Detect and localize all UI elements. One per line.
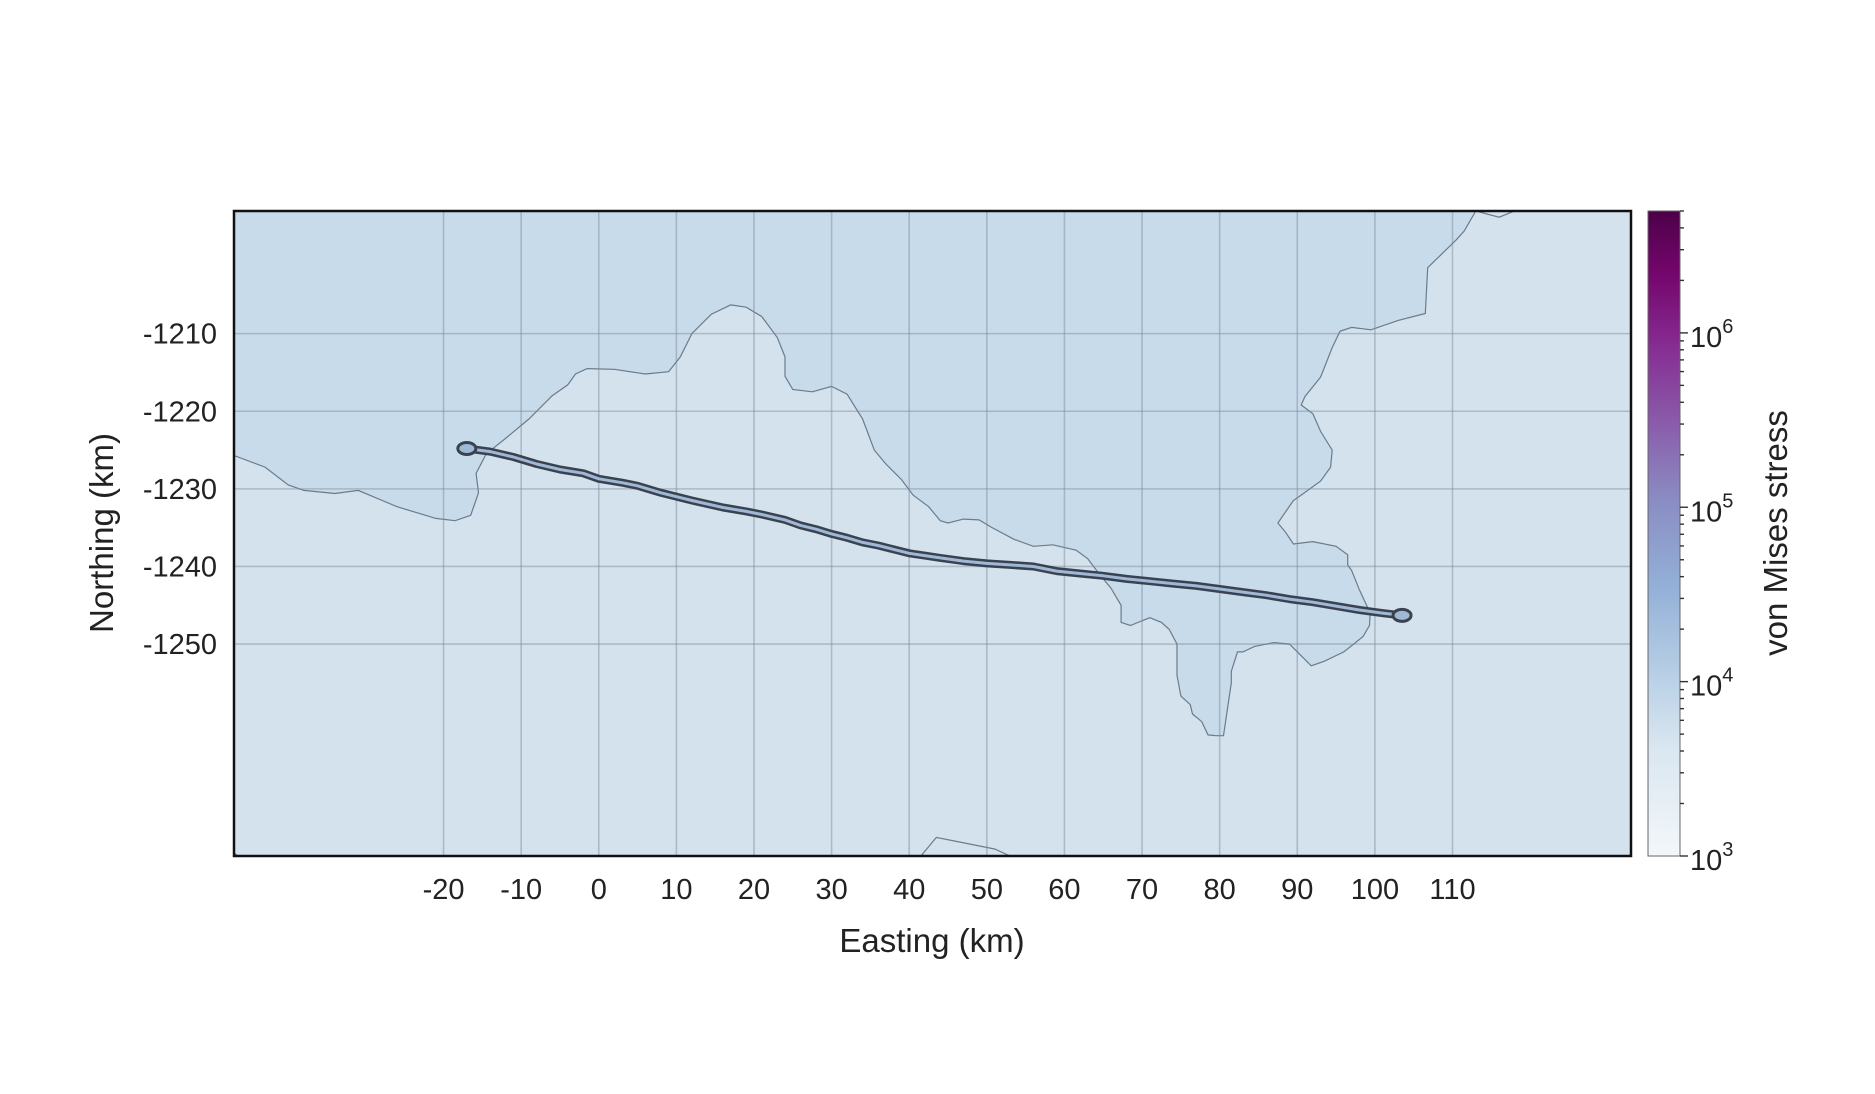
colorbar-tick-label: 104 <box>1690 665 1733 703</box>
x-tick-label: 20 <box>738 874 770 906</box>
x-tick-label: 80 <box>1204 874 1236 906</box>
x-axis-label: Easting (km) <box>839 922 1024 959</box>
x-tick-label: 60 <box>1048 874 1080 906</box>
x-tick-label: 90 <box>1281 874 1313 906</box>
x-tick-label: -20 <box>423 874 465 906</box>
shaded-ice-region <box>234 211 1476 736</box>
x-tick-label: 10 <box>660 874 692 906</box>
colorbar-label: von Mises stress <box>1757 410 1794 656</box>
y-tick-label: -1230 <box>143 474 217 506</box>
map-frame <box>232 209 1633 858</box>
rift-track-start-marker <box>456 441 478 457</box>
x-axis-tick-labels: -20 -10 0 10 20 30 40 50 60 70 80 90 100 110 <box>423 874 1476 906</box>
x-tick-label: 0 <box>591 874 607 906</box>
y-tick-label: -1240 <box>143 551 217 583</box>
region-boundary-line <box>234 211 1477 737</box>
colorbar-tick-label: 105 <box>1690 490 1733 528</box>
colorbar: 103 104 105 106 von Mises stress <box>1647 210 1794 877</box>
colorbar-tick-label: 103 <box>1690 839 1733 877</box>
x-tick-label: 50 <box>971 874 1003 906</box>
y-tick-label: -1220 <box>143 396 217 428</box>
y-axis-label: Northing (km) <box>83 433 120 633</box>
rift-track-fill <box>465 447 1404 617</box>
colorbar-tick-labels: 103 104 105 106 <box>1690 316 1733 877</box>
region-boundary-line-south <box>920 836 1011 856</box>
x-tick-label: 100 <box>1351 874 1399 906</box>
y-tick-label: -1210 <box>143 319 217 351</box>
map-plot-area <box>232 209 1633 858</box>
x-tick-label: 40 <box>893 874 925 906</box>
y-tick-label: -1250 <box>143 629 217 661</box>
y-axis-tick-labels: -1210 -1220 -1230 -1240 -1250 <box>143 319 217 661</box>
rift-track-end-marker <box>1391 607 1413 623</box>
region-boundary-line-east <box>1475 211 1515 218</box>
colorbar-ticks <box>1680 210 1688 857</box>
x-tick-label: 30 <box>815 874 847 906</box>
x-tick-label: 110 <box>1429 874 1475 906</box>
x-tick-label: 70 <box>1126 874 1158 906</box>
colorbar-tick-label: 106 <box>1690 316 1733 354</box>
colorbar-gradient <box>1647 210 1681 857</box>
rift-track <box>456 441 1413 623</box>
x-tick-label: -10 <box>500 874 542 906</box>
